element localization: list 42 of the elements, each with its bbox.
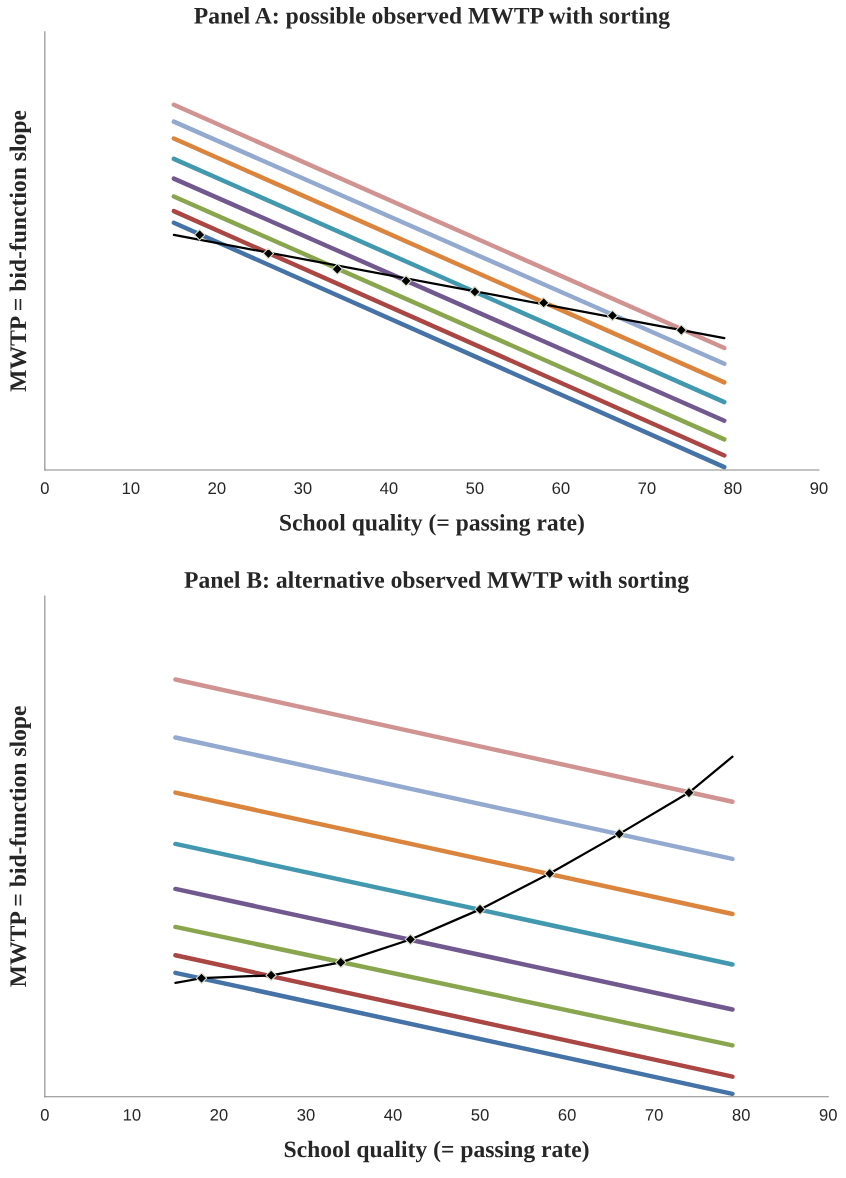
y-axis-title: MWTP = bid-function slope xyxy=(9,706,31,987)
y-axis-title: MWTP = bid-function slope xyxy=(9,110,31,392)
x-tick-label: 70 xyxy=(645,1108,663,1121)
point xyxy=(537,297,550,309)
x-tick-label: 20 xyxy=(210,1108,228,1121)
x-tick-label: 40 xyxy=(384,1108,402,1121)
point xyxy=(404,933,417,946)
point xyxy=(265,969,277,982)
point xyxy=(400,275,412,287)
point xyxy=(606,309,619,322)
x-tick-label: 90 xyxy=(819,1108,837,1121)
x-tick-label: 60 xyxy=(558,1108,576,1121)
x-axis-title: School quality (= passing rate) xyxy=(280,514,584,536)
x-tick-label: 10 xyxy=(123,1108,141,1121)
x-tick-label: 30 xyxy=(297,1108,315,1121)
point xyxy=(193,229,206,241)
point xyxy=(195,972,208,984)
x-tick-label: 20 xyxy=(208,482,226,495)
point xyxy=(262,247,275,260)
point xyxy=(675,324,688,336)
point xyxy=(331,263,344,275)
x-tick-label: 0 xyxy=(40,1108,49,1121)
x-tick-label: 30 xyxy=(294,482,312,495)
x-tick-label: 0 xyxy=(40,482,49,495)
point xyxy=(613,828,626,840)
point xyxy=(543,867,556,880)
x-tick-label: 80 xyxy=(732,1108,750,1121)
chart-title: Panel B: alternative observed MWTP with sorting xyxy=(184,571,689,593)
point xyxy=(683,786,695,799)
x-tick-label: 80 xyxy=(724,482,742,495)
x-axis-title: School quality (= passing rate) xyxy=(284,1140,589,1163)
chart-title: Panel A: possible observed MWTP with sorting xyxy=(194,7,670,29)
x-tick-label: 60 xyxy=(552,482,570,495)
x-tick-label: 10 xyxy=(122,482,140,495)
x-tick-label: 50 xyxy=(471,1108,489,1121)
point xyxy=(469,286,481,298)
point xyxy=(474,903,486,916)
point xyxy=(335,956,347,969)
x-tick-label: 50 xyxy=(466,482,484,495)
x-tick-label: 70 xyxy=(638,482,656,495)
x-tick-label: 90 xyxy=(810,482,828,495)
x-tick-label: 40 xyxy=(379,482,398,495)
